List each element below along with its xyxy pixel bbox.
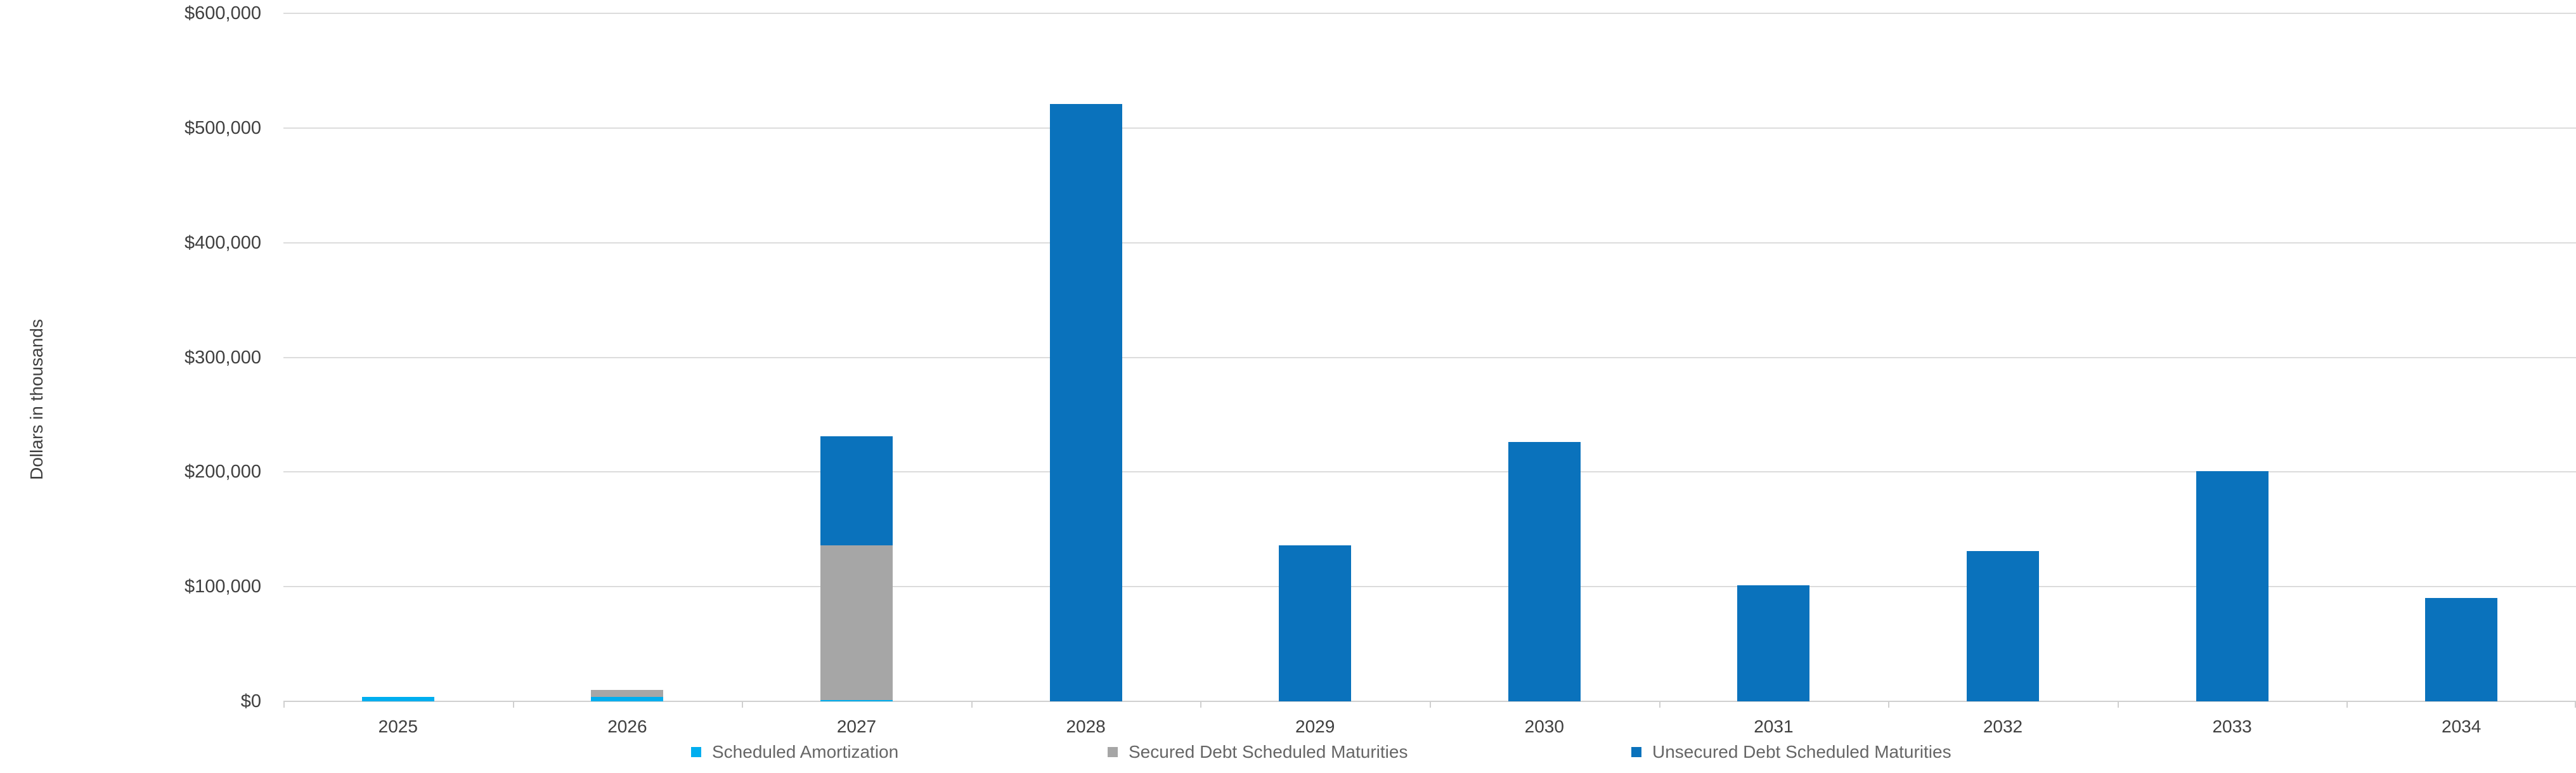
x-axis-tick — [1430, 701, 1431, 708]
y-axis-tick-label: $600,000 — [184, 3, 261, 23]
x-axis-year-label: 2032 — [1983, 717, 2023, 736]
x-axis-tick — [2117, 701, 2119, 708]
y-axis-tick-label: $100,000 — [184, 576, 261, 597]
y-axis-tick-label: $300,000 — [184, 347, 261, 368]
bar-segment-2027 — [820, 700, 893, 701]
x-axis-year-label: 2033 — [2212, 717, 2252, 736]
y-axis-tick-label: $0 — [240, 691, 261, 711]
x-axis-year-label: 2034 — [2442, 717, 2482, 736]
legend-swatch-icon — [691, 747, 701, 757]
x-axis-tick — [971, 701, 973, 708]
gridline — [283, 356, 2576, 358]
y-axis-tick-label: $400,000 — [184, 232, 261, 253]
bar-segment-2033 — [2196, 471, 2269, 701]
x-axis-year-label: 2031 — [1754, 717, 1794, 736]
x-axis-tick — [1659, 701, 1660, 708]
x-axis-year-label: 2029 — [1295, 717, 1335, 736]
legend-label: Secured Debt Scheduled Maturities — [1129, 742, 1408, 762]
x-axis-year-label: 2027 — [836, 717, 877, 736]
gridline — [283, 586, 2576, 588]
gridline — [283, 471, 2576, 473]
legend-label: Scheduled Amortization — [712, 742, 899, 762]
x-axis-tick — [2575, 701, 2576, 708]
bar-segment-2030 — [1508, 442, 1581, 701]
bar-segment-2026 — [591, 689, 664, 697]
gridline — [283, 242, 2576, 244]
bar-segment-2029 — [1279, 545, 1352, 701]
x-axis-year-label: 2025 — [378, 717, 418, 736]
bar-segment-2034 — [2425, 598, 2498, 701]
bar-segment-2025 — [361, 696, 434, 701]
gridline — [283, 13, 2576, 14]
y-axis-tick-label: $500,000 — [184, 117, 261, 138]
bar-segment-2027 — [820, 436, 893, 546]
x-axis-tick — [2346, 701, 2348, 708]
gridline — [283, 127, 2576, 129]
x-axis-tick — [1200, 701, 1202, 708]
y-axis-title: Dollars in thousands — [27, 319, 46, 480]
x-axis-tick — [512, 701, 514, 708]
bar-segment-2027 — [820, 545, 893, 701]
bar-segment-2032 — [1967, 551, 2039, 701]
legend-swatch-icon — [1631, 747, 1641, 757]
bar-segment-2026 — [591, 696, 664, 701]
x-axis-year-label: 2030 — [1524, 717, 1564, 736]
bar-segment-2031 — [1737, 585, 1810, 701]
x-axis-year-label: 2026 — [607, 717, 647, 736]
x-axis-tick — [1888, 701, 1890, 708]
y-axis-tick-label: $200,000 — [184, 462, 261, 483]
x-axis-year-label: 2028 — [1066, 717, 1106, 736]
bar-segment-2028 — [1049, 103, 1122, 701]
legend-label: Unsecured Debt Scheduled Maturities — [1652, 742, 1951, 762]
legend-swatch-icon — [1108, 747, 1118, 757]
x-axis-tick — [742, 701, 744, 708]
x-axis-tick — [283, 701, 285, 708]
